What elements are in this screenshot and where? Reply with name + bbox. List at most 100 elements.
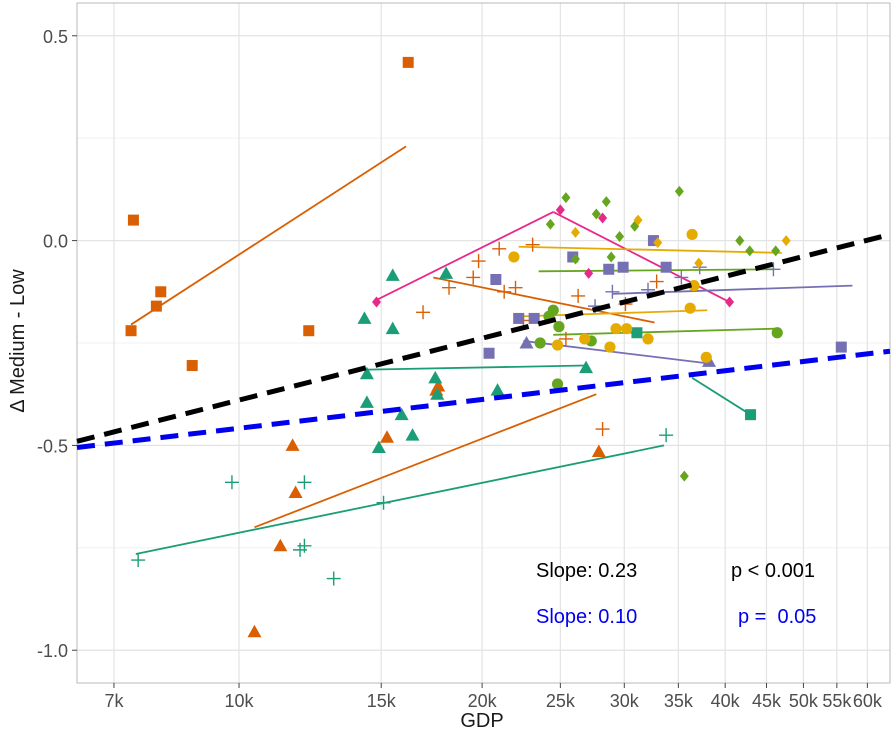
group-fit-line (552, 211, 730, 303)
data-point-plus (558, 331, 573, 346)
x-tick-label: 40k (711, 691, 741, 711)
data-point-triangle (385, 321, 400, 335)
data-point-diamond (615, 230, 625, 242)
data-point-plus (571, 288, 586, 303)
data-point-plus (649, 274, 664, 289)
data-point-square (603, 263, 615, 275)
data-point-plus (492, 241, 507, 256)
data-point-triangle (288, 485, 303, 499)
data-point-triangle (247, 624, 262, 638)
y-tick-label: 0.0 (43, 232, 68, 252)
data-point-triangle (385, 268, 400, 281)
data-point-square (150, 300, 162, 312)
data-point-circle (771, 327, 783, 339)
data-point-square (186, 360, 198, 372)
overall-fit-line-blue (76, 348, 891, 450)
group-fit-line (433, 276, 655, 324)
x-tick-label: 30k (610, 691, 640, 711)
data-point-triangle (371, 440, 386, 453)
data-point-diamond (598, 212, 608, 224)
data-point-plus (595, 422, 610, 437)
data-point-diamond (561, 192, 571, 204)
group-fit-line (518, 245, 782, 254)
data-point-square (528, 312, 540, 324)
data-point-square (127, 214, 139, 226)
data-point-diamond (570, 226, 580, 238)
y-tick-label: 0.5 (43, 27, 68, 47)
data-point-triangle (519, 336, 534, 349)
data-point-triangle (431, 379, 446, 392)
data-point-plus (659, 428, 674, 443)
data-point-triangle (359, 366, 374, 380)
axis-tick-marks (72, 35, 868, 688)
overall-fit-lines (76, 232, 891, 450)
data-point-diamond (545, 218, 555, 230)
data-point-diamond (591, 208, 601, 220)
data-point-diamond (735, 235, 745, 247)
data-point-triangle (430, 387, 445, 400)
data-point-circle (610, 323, 622, 335)
data-point-circle (508, 251, 520, 263)
y-axis-tick-labels: 0.5 0.0 -0.5 -1.0 (37, 27, 68, 661)
annotation-p-weighted: p = 0.05 (738, 606, 816, 628)
data-point-circle (579, 333, 591, 345)
group-fit-lines (130, 145, 853, 555)
y-tick-label: -1.0 (37, 641, 68, 661)
data-point-circle (700, 351, 712, 363)
data-point-circle (553, 321, 565, 333)
data-point-circle (684, 302, 696, 314)
data-point-square (125, 325, 137, 337)
annotation-slope-weighted: Slope: 0.10 (536, 606, 637, 628)
data-point-square (483, 347, 495, 359)
data-point-square (402, 56, 414, 68)
data-point-diamond (584, 267, 594, 279)
data-point-diamond (555, 204, 565, 216)
data-point-circle (642, 333, 654, 345)
data-point-plus (471, 254, 486, 269)
data-point-square (617, 261, 629, 273)
data-point-triangle (273, 538, 288, 552)
data-point-square (303, 325, 315, 337)
data-point-square (745, 409, 757, 421)
data-point-diamond (570, 253, 580, 265)
group-fit-line (254, 393, 597, 529)
data-point-triangle (359, 395, 374, 408)
data-point-diamond (606, 251, 616, 263)
x-tick-label: 20k (468, 691, 498, 711)
group-fit-line (366, 364, 585, 371)
data-point-plus (766, 262, 781, 277)
data-point-triangle (579, 360, 594, 374)
overall-fit-line-black (76, 232, 891, 444)
group-fit-line (376, 211, 554, 301)
data-point-circle (551, 378, 564, 390)
data-point-plus (674, 270, 689, 285)
group-fit-line (553, 327, 777, 336)
annotation-slope-overall: Slope: 0.23 (536, 560, 637, 582)
group-fit-line (538, 268, 775, 273)
x-tick-label: 55k (822, 691, 852, 711)
data-point-circle (551, 339, 564, 351)
group-fit-line (691, 377, 752, 416)
annotation-p-overall: p < 0.001 (731, 560, 815, 582)
plot-panel-border (76, 2, 891, 684)
group-fit-line (523, 340, 710, 365)
data-point-circle (547, 304, 559, 316)
data-point-plus (416, 305, 431, 320)
x-tick-label: 10k (225, 691, 255, 711)
x-tick-label: 15k (367, 691, 397, 711)
data-point-diamond (601, 196, 611, 208)
x-axis-label: GDP (460, 710, 503, 732)
data-point-triangle (439, 266, 454, 279)
x-tick-label: 60k (853, 691, 883, 711)
data-point-circle (621, 323, 633, 335)
data-point-square (155, 286, 167, 298)
data-point-diamond (725, 296, 735, 308)
y-axis-label: Δ Medium - Low (7, 269, 29, 413)
data-point-plus (508, 280, 523, 295)
data-point-plus (497, 284, 512, 299)
data-point-circle (688, 280, 700, 292)
x-tick-label: 7k (104, 691, 124, 711)
data-point-triangle (428, 370, 443, 384)
data-point-diamond (679, 470, 689, 482)
